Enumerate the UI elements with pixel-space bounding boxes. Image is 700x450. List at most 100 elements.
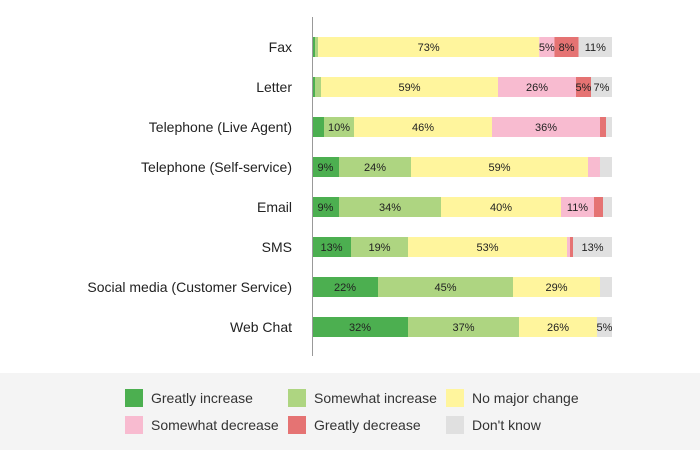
category-label-email: Email <box>257 199 292 215</box>
bar-segment-email-don-t-know <box>603 197 612 217</box>
data-label-sms-don-t-know: 13% <box>581 242 603 254</box>
bar-segment-letter-somewhat-decrease <box>498 77 576 97</box>
bar-segment-telephone-self-service-greatly-increase <box>312 157 339 177</box>
data-label-web-chat-don-t-know: 5% <box>597 322 613 334</box>
bar-segment-web-chat-don-t-know <box>597 317 612 337</box>
legend-swatch-greatly-decrease <box>288 416 306 434</box>
bar-segment-social-media-customer-service-no-major-change <box>513 277 600 297</box>
category-label-telephone-live-agent: Telephone (Live Agent) <box>149 119 292 135</box>
bar-segment-email-greatly-decrease <box>594 197 603 217</box>
legend-swatch-greatly-increase <box>125 389 143 407</box>
bar-segment-email-somewhat-increase <box>339 197 441 217</box>
bar-segment-letter-don-t-know <box>591 77 612 97</box>
bar-segment-telephone-self-service-don-t-know <box>600 157 612 177</box>
bar-segment-sms-greatly-decrease <box>570 237 573 257</box>
bar-segment-fax-don-t-know <box>578 37 612 57</box>
legend-label-no-major-change: No major change <box>472 390 579 406</box>
bar-segment-web-chat-greatly-increase <box>312 317 408 337</box>
category-label-telephone-self-service: Telephone (Self-service) <box>141 159 292 175</box>
category-label-letter: Letter <box>256 79 292 95</box>
data-label-letter-no-major-change: 59% <box>398 82 420 94</box>
legend-label-somewhat-increase: Somewhat increase <box>314 390 437 406</box>
bar-segment-telephone-live-agent-somewhat-increase <box>324 117 354 137</box>
legend-swatch-somewhat-increase <box>288 389 306 407</box>
bar-segment-email-greatly-increase <box>312 197 339 217</box>
data-label-letter-greatly-decrease: 5% <box>576 82 592 94</box>
legend-label-don-t-know: Don't know <box>472 417 541 433</box>
bar-segment-social-media-customer-service-greatly-increase <box>312 277 378 297</box>
bar-segment-telephone-self-service-no-major-change <box>411 157 588 177</box>
data-label-social-media-customer-service-greatly-increase: 22% <box>334 282 356 294</box>
data-label-fax-greatly-decrease: 8% <box>559 42 575 54</box>
legend-swatch-no-major-change <box>446 389 464 407</box>
bar-segment-telephone-live-agent-greatly-increase <box>312 117 324 137</box>
bar-segment-sms-greatly-increase <box>312 237 351 257</box>
legend-item-don-t-know: Don't know <box>446 415 541 435</box>
data-label-sms-greatly-increase: 13% <box>320 242 342 254</box>
data-label-email-no-major-change: 40% <box>490 202 512 214</box>
data-label-telephone-live-agent-no-major-change: 46% <box>412 122 434 134</box>
data-label-telephone-self-service-greatly-increase: 9% <box>318 162 334 174</box>
bar-segment-sms-don-t-know <box>573 237 612 257</box>
chart-area: Fax 73% 5% 8% 11% Letter 59% 26% 5% 7% Telephone (… <box>87 17 613 356</box>
legend-label-greatly-decrease: Greatly decrease <box>314 417 421 433</box>
data-label-letter-don-t-know: 7% <box>594 82 610 94</box>
data-label-email-somewhat-decrease: 11% <box>567 202 588 214</box>
data-label-telephone-self-service-somewhat-increase: 24% <box>364 162 386 174</box>
bar-segment-telephone-self-service-somewhat-decrease <box>588 157 600 177</box>
bar-segment-fax-greatly-increase <box>312 37 316 57</box>
legend-swatch-somewhat-decrease <box>125 416 143 434</box>
bar-segment-telephone-live-agent-somewhat-decrease <box>492 117 600 137</box>
bar-segment-fax-no-major-change <box>318 37 540 57</box>
legend-item-no-major-change: No major change <box>446 388 579 408</box>
category-label-fax: Fax <box>269 39 292 55</box>
legend-item-greatly-increase: Greatly increase <box>125 388 253 408</box>
bar-segment-social-media-customer-service-don-t-know <box>600 277 612 297</box>
data-label-email-greatly-increase: 9% <box>318 202 334 214</box>
bar-segment-letter-greatly-decrease <box>576 77 591 97</box>
bar-segment-email-somewhat-decrease <box>561 197 594 217</box>
data-label-social-media-customer-service-no-major-change: 29% <box>545 282 567 294</box>
bar-segment-sms-somewhat-increase <box>351 237 408 257</box>
bar-segment-fax-somewhat-increase <box>315 37 319 57</box>
category-label-social-media-customer-service: Social media (Customer Service) <box>87 279 292 295</box>
stacked-bar-chart: Fax 73% 5% 8% 11%Letter 59% 26% 5% 7%Telephone (… <box>87 17 613 356</box>
bar-segment-social-media-customer-service-somewhat-increase <box>378 277 513 297</box>
data-label-sms-somewhat-increase: 19% <box>368 242 390 254</box>
bar-segment-fax-somewhat-decrease <box>539 37 555 57</box>
bar-segment-telephone-live-agent-don-t-know <box>606 117 612 137</box>
category-label-web-chat: Web Chat <box>230 319 292 335</box>
bar-segment-fax-greatly-decrease <box>554 37 579 57</box>
data-label-telephone-self-service-no-major-change: 59% <box>488 162 510 174</box>
data-label-letter-somewhat-decrease: 26% <box>526 82 548 94</box>
bar-segment-web-chat-somewhat-increase <box>408 317 519 337</box>
bar-segment-sms-no-major-change <box>408 237 567 257</box>
legend-item-somewhat-decrease: Somewhat decrease <box>125 415 279 435</box>
data-label-sms-no-major-change: 53% <box>476 242 498 254</box>
legend-label-greatly-increase: Greatly increase <box>151 390 253 406</box>
legend-item-somewhat-increase: Somewhat increase <box>288 388 437 408</box>
bar-segment-telephone-live-agent-greatly-decrease <box>600 117 606 137</box>
data-label-social-media-customer-service-somewhat-increase: 45% <box>434 282 456 294</box>
legend-swatch-don-t-know <box>446 416 464 434</box>
data-label-web-chat-greatly-increase: 32% <box>349 322 371 334</box>
data-label-telephone-live-agent-somewhat-increase: 10% <box>328 122 350 134</box>
data-label-telephone-live-agent-somewhat-decrease: 36% <box>535 122 557 134</box>
category-label-sms: SMS <box>262 239 292 255</box>
bar-segment-letter-no-major-change <box>321 77 498 97</box>
data-label-fax-no-major-change: 73% <box>418 42 440 54</box>
data-label-fax-somewhat-decrease: 5% <box>539 42 555 54</box>
legend: Greatly increase Somewhat increase No majo… <box>0 373 700 450</box>
legend-item-greatly-decrease: Greatly decrease <box>288 415 421 435</box>
bar-segment-sms-somewhat-decrease <box>567 237 570 257</box>
bar-segment-web-chat-no-major-change <box>519 317 597 337</box>
bar-segment-email-no-major-change <box>441 197 561 217</box>
bar-segment-letter-greatly-increase <box>312 77 315 97</box>
data-label-web-chat-somewhat-increase: 37% <box>452 322 474 334</box>
bar-segment-telephone-self-service-somewhat-increase <box>339 157 411 177</box>
bar-segment-telephone-live-agent-no-major-change <box>354 117 492 137</box>
data-label-fax-don-t-know: 11% <box>585 42 606 54</box>
bar-segment-letter-somewhat-increase <box>315 77 321 97</box>
legend-label-somewhat-decrease: Somewhat decrease <box>151 417 279 433</box>
data-label-web-chat-no-major-change: 26% <box>547 322 569 334</box>
